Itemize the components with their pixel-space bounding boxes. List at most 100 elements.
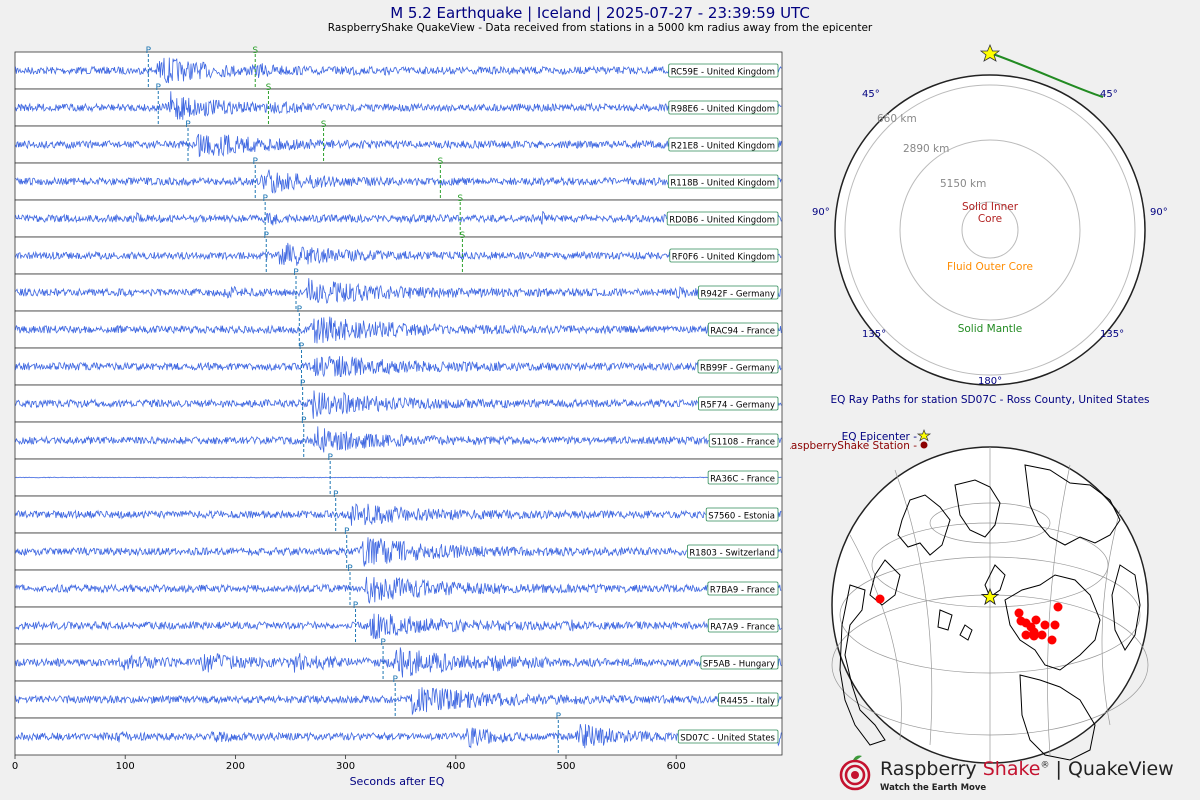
depth-label-2890: 2890 km xyxy=(903,143,949,155)
station-label-box xyxy=(707,618,779,633)
trace-row: P R1803 - Switzerland xyxy=(14,527,783,571)
p-arrival-label: P xyxy=(293,268,299,278)
station-label: RC59E - United Kingdom xyxy=(671,68,775,78)
station-marker xyxy=(1050,620,1060,630)
seismogram-x-axis: 0 100 200 300 400 500 600 xyxy=(12,755,686,772)
x-tick-label: 200 xyxy=(226,761,245,772)
station-label: S1108 - France xyxy=(711,438,775,448)
epicenter-star xyxy=(980,587,1000,606)
trace-row: P S RD0B6 - United Kingdom xyxy=(14,194,783,238)
waveform xyxy=(15,210,782,226)
ray-path xyxy=(989,52,1104,98)
ray-path-diagram: 45° 45° 90° 90° 135° 135° 180° 660 km 28… xyxy=(812,43,1168,406)
globe-map: EQ Epicenter - RaspberryShake Station - xyxy=(790,429,1149,764)
page-title: M 5.2 Earthquake | Iceland | 2025-07-27 … xyxy=(390,4,810,22)
trace-frame xyxy=(14,569,783,608)
waveform xyxy=(15,91,782,120)
p-arrival-label: P xyxy=(185,120,191,130)
angle-label-left: 90° xyxy=(812,207,830,218)
trace-row: P S1108 - France xyxy=(14,416,783,460)
station-label-box xyxy=(668,100,779,115)
longitude-line xyxy=(1047,464,1071,756)
trace-row: P R5F74 - Germany xyxy=(14,379,783,423)
seismogram-panel: P S RC59E - United Kingdom P S R98E6 - United… xyxy=(12,46,783,788)
waveform xyxy=(15,687,782,716)
station-label-box xyxy=(707,322,779,337)
page-subtitle: RaspberryShake QuakeView - Data received… xyxy=(327,22,873,34)
trace-frame xyxy=(14,606,783,645)
station-label: S7560 - Estonia xyxy=(708,512,775,522)
station-label-box xyxy=(698,285,779,300)
x-tick-label: 0 xyxy=(12,761,18,772)
coastline xyxy=(897,494,951,556)
trace-row: P RA7A9 - France xyxy=(14,601,783,645)
longitude-line xyxy=(894,469,933,746)
legend-epicenter-label: EQ Epicenter - xyxy=(842,431,918,443)
station-marker xyxy=(1037,630,1047,640)
station-label: SF5AB - Hungary xyxy=(703,660,775,670)
coastline xyxy=(1111,564,1141,651)
p-arrival-label: P xyxy=(156,83,162,93)
trace-row: P R942F - Germany xyxy=(14,268,783,312)
p-arrival-label: P xyxy=(299,342,305,352)
station-label-box xyxy=(666,211,779,226)
s-arrival-label: S xyxy=(321,120,327,130)
station-label-box xyxy=(708,433,779,448)
coastline xyxy=(959,624,973,641)
station-label-box xyxy=(707,470,779,485)
brand-tagline: Watch the Earth Move xyxy=(880,783,987,793)
waveform xyxy=(15,724,782,749)
brand-name: Raspberry Shake® | QuakeView xyxy=(880,758,1174,780)
station-label: RAC94 - France xyxy=(710,327,775,337)
station-marker xyxy=(1014,608,1024,618)
angle-label-right: 90° xyxy=(1150,207,1168,218)
region-inner-core-line2: Core xyxy=(978,213,1002,225)
trace-row: P S R21E8 - United Kingdom xyxy=(14,120,783,164)
waveform xyxy=(15,537,782,567)
station-label: RF0F6 - United Kingdom xyxy=(672,253,775,263)
angle-label-top-right: 45° xyxy=(1100,89,1118,100)
waveform xyxy=(15,133,782,158)
station-label: R942F - Germany xyxy=(700,290,775,300)
station-label-box xyxy=(718,692,779,707)
trace-row: P RAC94 - France xyxy=(14,305,783,349)
x-tick-label: 100 xyxy=(116,761,135,772)
station-label: RA36C - France xyxy=(710,475,775,485)
p-arrival-label: P xyxy=(262,194,268,204)
trace-frame xyxy=(14,310,783,349)
angle-label-top-left: 45° xyxy=(862,89,880,100)
trace-row: P R7BA9 - France xyxy=(14,564,783,608)
station-label-box xyxy=(705,507,779,522)
waveform xyxy=(15,169,782,194)
station-marker xyxy=(1029,631,1039,641)
trace-row: P S R118B - United Kingdom xyxy=(14,157,783,201)
coastline xyxy=(869,559,901,606)
waveform xyxy=(15,390,782,419)
coastline xyxy=(954,479,1001,538)
p-arrival-label: P xyxy=(333,490,339,500)
s-arrival-label: S xyxy=(460,231,466,241)
trace-row: P RB99F - Germany xyxy=(14,342,783,386)
waveform xyxy=(15,355,782,378)
station-marker xyxy=(1021,630,1031,640)
station-label: R1803 - Switzerland xyxy=(689,549,775,559)
seismogram-traces: P S RC59E - United Kingdom P S R98E6 - United… xyxy=(14,46,783,756)
station-marker xyxy=(1031,615,1041,625)
brand-registered-mark: ® xyxy=(1040,760,1050,771)
coastline xyxy=(1004,574,1101,671)
station-label-box xyxy=(677,729,779,744)
ray-path-caption: EQ Ray Paths for station SD07C - Ross Co… xyxy=(830,394,1149,406)
inner-core-boundary xyxy=(961,201,1019,259)
waveform xyxy=(15,278,782,304)
angle-label-bottom: 180° xyxy=(978,376,1002,387)
region-inner-core-line1: Solid Inner xyxy=(962,201,1019,213)
coastline xyxy=(839,584,886,746)
trace-row: P RA36C - France xyxy=(14,453,783,497)
p-arrival-label: P xyxy=(327,453,333,463)
coastline xyxy=(1019,674,1096,761)
waveform xyxy=(15,647,782,678)
brand-name-part3: | QuakeView xyxy=(1049,758,1174,780)
p-arrival-label: P xyxy=(556,712,562,722)
waveform xyxy=(15,503,782,526)
globe xyxy=(831,446,1149,764)
